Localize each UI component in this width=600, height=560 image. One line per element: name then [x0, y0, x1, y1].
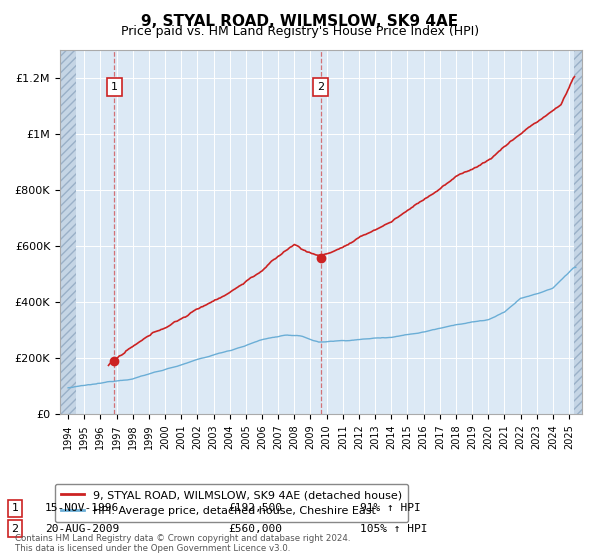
- Text: 9, STYAL ROAD, WILMSLOW, SK9 4AE: 9, STYAL ROAD, WILMSLOW, SK9 4AE: [142, 14, 458, 29]
- Text: 91% ↑ HPI: 91% ↑ HPI: [360, 503, 421, 514]
- Text: 15-NOV-1996: 15-NOV-1996: [45, 503, 119, 514]
- Text: 1: 1: [11, 503, 19, 514]
- Text: Contains HM Land Registry data © Crown copyright and database right 2024.
This d: Contains HM Land Registry data © Crown c…: [15, 534, 350, 553]
- Text: 20-AUG-2009: 20-AUG-2009: [45, 524, 119, 534]
- Text: Price paid vs. HM Land Registry's House Price Index (HPI): Price paid vs. HM Land Registry's House …: [121, 25, 479, 38]
- Text: 1: 1: [111, 82, 118, 92]
- Bar: [60, 50, 76, 414]
- Text: 2: 2: [11, 524, 19, 534]
- Legend: 9, STYAL ROAD, WILMSLOW, SK9 4AE (detached house), HPI: Average price, detached : 9, STYAL ROAD, WILMSLOW, SK9 4AE (detach…: [55, 484, 409, 522]
- Text: 105% ↑ HPI: 105% ↑ HPI: [360, 524, 427, 534]
- Text: £560,000: £560,000: [228, 524, 282, 534]
- Text: £192,500: £192,500: [228, 503, 282, 514]
- Text: 2: 2: [317, 82, 324, 92]
- Bar: [574, 50, 582, 414]
